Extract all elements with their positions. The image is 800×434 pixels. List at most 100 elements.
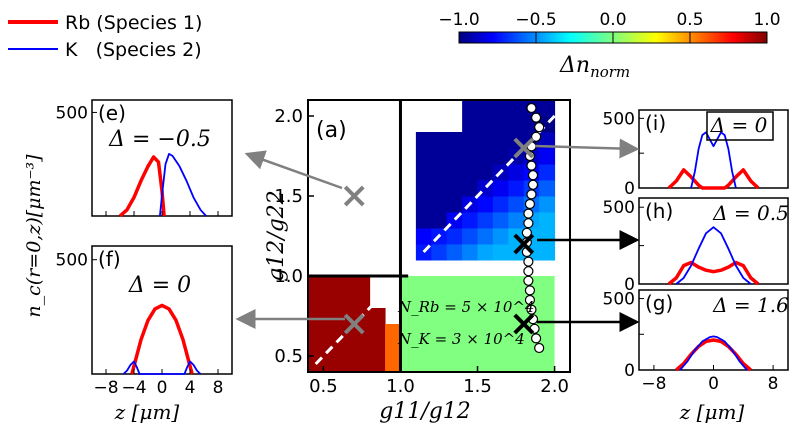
heatmap-cell xyxy=(369,324,386,341)
heatmap-cell xyxy=(539,132,556,149)
ytick-label: 500 xyxy=(603,290,635,310)
right-panels-xlabel: z [μm] xyxy=(679,400,745,424)
colorbar-tick-label: −0.5 xyxy=(515,10,556,30)
series-k xyxy=(690,131,737,189)
density-panel-h: 0 500 (h) Δ = 0.5 xyxy=(603,197,789,295)
heatmap-cell xyxy=(539,148,556,165)
heatmap-cell xyxy=(508,116,525,133)
series-k xyxy=(159,152,207,217)
heatmap-cell xyxy=(385,356,401,373)
boundary-circle xyxy=(523,256,534,267)
panel-label: (i) xyxy=(645,111,666,135)
arrows xyxy=(235,138,640,332)
left-panels-xlabel: z [μm] xyxy=(114,400,180,424)
ytick-label: 0 xyxy=(624,179,635,199)
heatmap-cell xyxy=(462,100,479,117)
ytick-label: 500 xyxy=(603,198,635,218)
heatmap-cell xyxy=(539,180,556,197)
series-rb xyxy=(118,155,166,218)
heatmap-cell xyxy=(539,100,556,117)
arrow-to-i xyxy=(534,138,640,159)
heatmap-cell xyxy=(477,196,494,213)
boundary-circle xyxy=(526,160,537,171)
heatmap-cell xyxy=(508,164,525,181)
heatmap-cell xyxy=(477,228,494,245)
heatmap-cell xyxy=(477,244,494,261)
panel-label: (g) xyxy=(645,291,673,315)
heatmap-cell xyxy=(462,116,479,133)
heatmap-cell xyxy=(462,164,479,181)
ytick-label: 0 xyxy=(624,361,635,381)
heatmap-cell xyxy=(539,196,556,213)
heatmap-cell xyxy=(446,164,463,181)
panel-frame xyxy=(638,289,789,371)
heatmap-cell xyxy=(415,228,432,245)
boundary-circle xyxy=(523,275,534,286)
heatmap-cell xyxy=(462,244,479,261)
colorbar-tick-label: 0.0 xyxy=(599,10,626,30)
heatmap-cell xyxy=(415,196,432,213)
panel-label: (h) xyxy=(645,199,673,223)
heatmap-cell xyxy=(492,196,509,213)
boundary-circle xyxy=(526,102,537,114)
heatmap-cell xyxy=(354,292,371,309)
heatmap-cell xyxy=(446,132,463,149)
heatmap-cell xyxy=(338,276,355,293)
heatmap-cell xyxy=(323,324,340,341)
heatmap-cell xyxy=(446,244,463,261)
heatmap-cell xyxy=(431,164,448,181)
xtick-label: 8 xyxy=(768,374,779,394)
boundary-circle xyxy=(524,198,536,210)
panel-a: 0.5 1.0 1.5 2.0 0.5 1.0 1.5 2.0 (a) N_Rb = 5 × … xyxy=(264,99,571,424)
heatmap-cell xyxy=(415,132,432,149)
boundary-circle xyxy=(526,189,537,200)
heatmap-cell xyxy=(415,148,432,165)
heatmap-cell xyxy=(446,180,463,197)
series-k xyxy=(675,226,752,285)
heatmap-cell xyxy=(308,324,324,341)
panel-title-box xyxy=(706,111,774,141)
heatmap-cell xyxy=(508,180,525,197)
colorbar: −1.0 −0.5 0.0 0.5 1.0 Δnnorm xyxy=(438,10,780,81)
colorbar-tick-label: 0.5 xyxy=(676,10,703,30)
panel-a-label: (a) xyxy=(316,118,347,143)
heatmap-cell xyxy=(354,356,371,373)
legend-k-label: K (Species 2) xyxy=(65,39,202,61)
density-panel-g: 0 500 −8 0 8 (g) Δ = 1.6 xyxy=(603,289,789,394)
boundary-circle xyxy=(523,218,534,229)
heatmap-cell xyxy=(492,212,509,229)
diagonal-line xyxy=(314,303,374,366)
heatmap-cell xyxy=(431,212,448,229)
heatmap-cell xyxy=(431,196,448,213)
heatmap-cell xyxy=(462,228,479,245)
heatmap-cell xyxy=(323,308,340,325)
panel-a-xtick-label: 0.5 xyxy=(309,376,338,397)
cross-marker xyxy=(513,313,535,335)
heatmap-cell xyxy=(369,308,386,325)
heatmap-cell xyxy=(323,292,340,309)
heatmap-cell xyxy=(462,212,479,229)
heatmap-cell xyxy=(477,148,494,165)
panel-label: (f) xyxy=(98,247,121,271)
heatmap-cell xyxy=(539,228,556,245)
heatmap-cell xyxy=(446,148,463,165)
panel-a-xtick-label: 1.5 xyxy=(463,376,492,397)
colorbar-label: Δnnorm xyxy=(559,53,630,81)
boundary-circle xyxy=(527,179,539,190)
heatmap-cell xyxy=(477,100,494,117)
heatmap-cell xyxy=(477,132,494,149)
heatmap-cell xyxy=(508,196,525,213)
panel-a-ytick-label: 2.0 xyxy=(274,106,303,127)
colorbar-tick-label: 1.0 xyxy=(753,10,780,30)
heatmap-cell xyxy=(338,292,355,309)
panel-frame xyxy=(638,197,789,285)
heatmap-cell xyxy=(385,340,401,357)
heatmap-cell xyxy=(415,164,432,181)
xtick-label: 8 xyxy=(213,378,224,398)
heatmap-cell xyxy=(308,276,324,293)
panel-a-xtick-label: 1.0 xyxy=(386,376,415,397)
heatmap-cell xyxy=(477,116,494,133)
cross-marker xyxy=(343,313,365,335)
boundary-circle xyxy=(527,170,539,181)
